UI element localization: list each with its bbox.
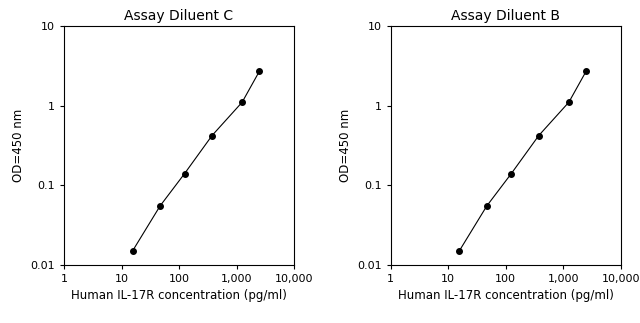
X-axis label: Human IL-17R concentration (pg/ml): Human IL-17R concentration (pg/ml) — [71, 289, 287, 302]
Y-axis label: OD=450 nm: OD=450 nm — [12, 109, 25, 182]
X-axis label: Human IL-17R concentration (pg/ml): Human IL-17R concentration (pg/ml) — [398, 289, 614, 302]
Title: Assay Diluent C: Assay Diluent C — [124, 9, 234, 23]
Title: Assay Diluent B: Assay Diluent B — [451, 9, 560, 23]
Y-axis label: OD=450 nm: OD=450 nm — [339, 109, 351, 182]
